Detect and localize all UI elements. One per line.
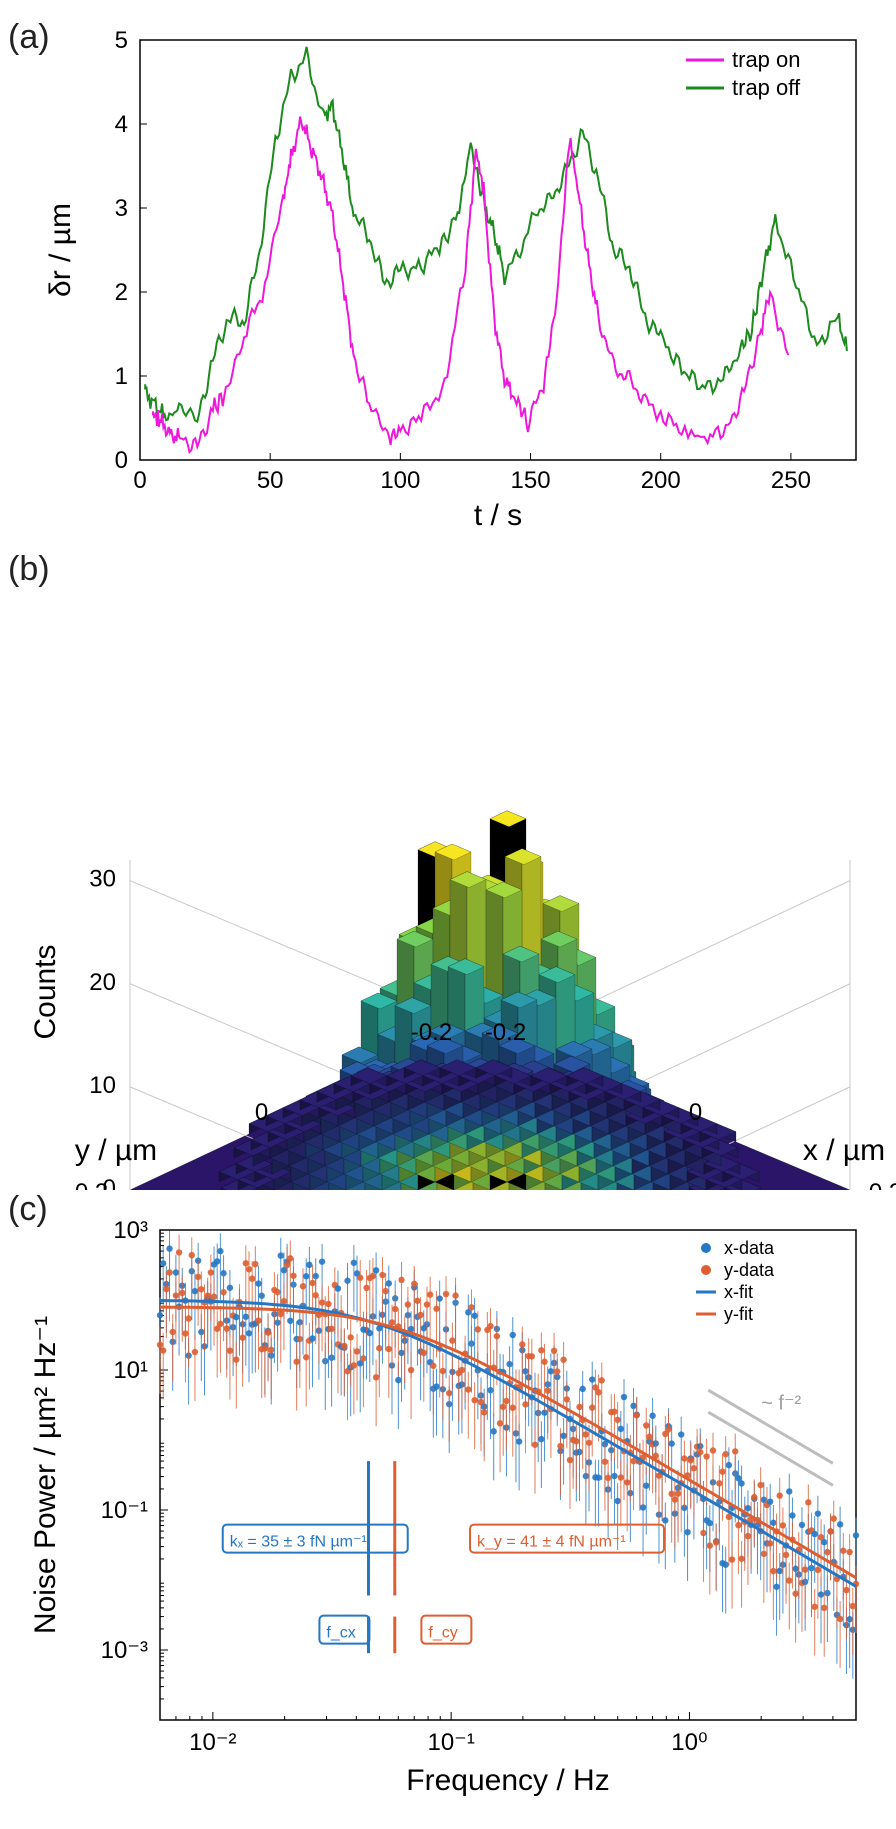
svg-text:0: 0 xyxy=(255,1099,268,1126)
svg-text:2: 2 xyxy=(115,279,128,306)
svg-text:0.2: 0.2 xyxy=(75,1179,108,1190)
panel-c-chart: 10⁻² 10⁻¹ 10⁰ 10⁻³ 10⁻¹ 10¹ 10³ Frequency / Hz N… xyxy=(0,1190,896,1810)
svg-text:150: 150 xyxy=(511,467,551,494)
slope-annotation: ~ f⁻² xyxy=(761,1393,801,1415)
annotation-ky: k_y = 41 ± 4 fN µm⁻¹ xyxy=(477,1534,626,1551)
panel-a-legend-0: trap on xyxy=(732,47,801,72)
panel-a-chart: 0 50 100 150 200 250 0 1 2 3 4 5 t / s δr / µm trap on… xyxy=(0,10,896,550)
svg-text:y / µm: y / µm xyxy=(75,1134,157,1167)
svg-text:Frequency / Hz: Frequency / Hz xyxy=(406,1764,609,1797)
svg-text:50: 50 xyxy=(257,467,284,494)
svg-text:0: 0 xyxy=(133,467,146,494)
svg-text:Counts: Counts xyxy=(29,944,62,1039)
svg-text:x / µm: x / µm xyxy=(803,1134,885,1167)
panel-c-legend-1: y-data xyxy=(724,1260,775,1280)
svg-text:250: 250 xyxy=(771,467,811,494)
svg-text:-0.2: -0.2 xyxy=(485,1019,526,1046)
svg-text:10⁻³: 10⁻³ xyxy=(101,1637,148,1664)
svg-text:10⁰: 10⁰ xyxy=(671,1729,707,1756)
svg-text:5: 5 xyxy=(115,27,128,54)
svg-text:10⁻²: 10⁻² xyxy=(189,1729,236,1756)
panel-c-legend-2: x-fit xyxy=(724,1282,753,1302)
svg-text:0: 0 xyxy=(115,447,128,474)
svg-text:10³: 10³ xyxy=(113,1217,148,1244)
svg-text:30: 30 xyxy=(89,866,116,893)
panel-b-label: (b) xyxy=(8,550,50,589)
svg-text:Noise Power / µm² Hz⁻¹: Noise Power / µm² Hz⁻¹ xyxy=(29,1316,62,1634)
annotation-fcy: f_cy xyxy=(428,1625,457,1642)
svg-text:3: 3 xyxy=(115,195,128,222)
svg-text:1: 1 xyxy=(115,363,128,390)
svg-text:10¹: 10¹ xyxy=(113,1357,148,1384)
panel-a-ylabel: δr / µm xyxy=(44,203,77,297)
svg-text:4: 4 xyxy=(115,111,128,138)
panel-b-chart: 0102030Counts-0.200.2-0.200.2x / µmy / µ… xyxy=(0,550,896,1190)
panel-c-legend-3: y-fit xyxy=(724,1304,753,1324)
panel-a-label: (a) xyxy=(8,18,50,57)
svg-text:10⁻¹: 10⁻¹ xyxy=(427,1729,474,1756)
annotation-kx: kₓ = 35 ± 3 fN µm⁻¹ xyxy=(230,1534,367,1551)
panel-a-legend-1: trap off xyxy=(732,75,801,100)
svg-text:-0.2: -0.2 xyxy=(411,1019,452,1046)
svg-text:0: 0 xyxy=(689,1099,702,1126)
svg-text:10: 10 xyxy=(89,1072,116,1099)
svg-text:0.2: 0.2 xyxy=(869,1179,896,1190)
svg-text:20: 20 xyxy=(89,969,116,996)
annotation-fcx: f_cx xyxy=(326,1625,355,1642)
panel-a-xlabel: t / s xyxy=(474,499,522,532)
svg-text:100: 100 xyxy=(380,467,420,494)
panel-c-legend-0: x-data xyxy=(724,1238,775,1258)
svg-text:200: 200 xyxy=(641,467,681,494)
svg-text:10⁻¹: 10⁻¹ xyxy=(101,1497,148,1524)
panel-c-label: (c) xyxy=(8,1190,48,1229)
